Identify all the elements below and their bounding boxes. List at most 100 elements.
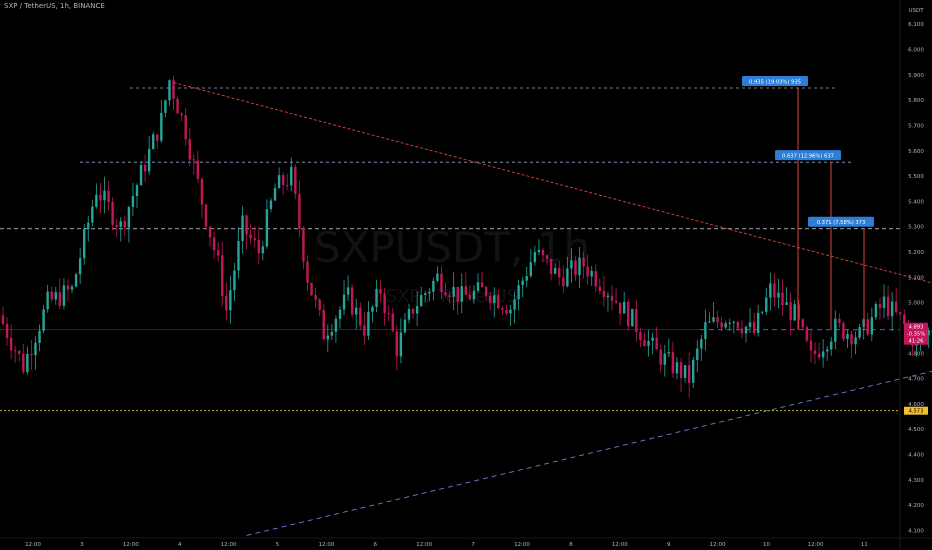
candle-body: [602, 290, 606, 298]
candle: [83, 224, 86, 265]
candle: [281, 172, 285, 195]
support-price-value: 4.573: [909, 409, 924, 415]
candle-body: [208, 226, 212, 238]
candle: [732, 320, 735, 334]
candle-body: [294, 166, 297, 194]
measure-label-box: [742, 76, 808, 87]
candle: [501, 305, 504, 315]
candle-body: [229, 290, 232, 311]
candle: [513, 291, 516, 324]
candle: [298, 180, 301, 238]
candle: [769, 272, 772, 311]
candle-body: [854, 337, 857, 345]
last-price-tag[interactable]: 4.893-0.35%41:26: [904, 322, 928, 345]
candle: [716, 310, 719, 329]
candle-body: [748, 322, 752, 327]
candle-body: [407, 308, 411, 320]
candle-body: [83, 228, 86, 259]
candle: [342, 280, 346, 316]
candle: [773, 273, 776, 307]
measure-tool[interactable]: 0.371 (7.58%) 373: [808, 216, 874, 330]
candle: [196, 150, 200, 183]
candle: [890, 292, 894, 331]
candle: [618, 302, 622, 325]
candle-body: [269, 200, 273, 210]
candle: [350, 284, 354, 317]
candle-body: [529, 262, 532, 277]
candle-body: [9, 337, 13, 351]
candle: [655, 326, 658, 350]
candle-body: [306, 261, 309, 284]
candle: [785, 287, 788, 306]
candle-body: [805, 327, 809, 341]
candle: [115, 218, 118, 238]
candle-body: [870, 317, 874, 335]
candle: [566, 256, 569, 288]
watermark-ticker: SXPUSDT, 1h: [314, 223, 590, 272]
candle-body: [842, 323, 845, 340]
price-tick-label: 4.500: [908, 427, 924, 433]
time-tick-label: 12:00: [514, 542, 530, 548]
candle-body: [70, 286, 74, 290]
candle-body: [371, 307, 374, 312]
candle-body: [570, 260, 573, 269]
candle: [403, 312, 407, 334]
candle: [854, 331, 857, 355]
candle-body: [773, 283, 776, 298]
candle: [160, 100, 163, 143]
candle: [777, 278, 780, 309]
chart-header-symbol: SXP / TetherUS, 1h, BINANCE: [4, 2, 105, 10]
candle: [139, 160, 143, 186]
candle: [188, 127, 191, 167]
candle: [46, 284, 49, 313]
time-tick-label: 6: [374, 542, 378, 548]
candle-body: [26, 353, 29, 372]
candle: [123, 215, 126, 237]
time-tick-label: 12:00: [612, 542, 628, 548]
candle: [537, 239, 541, 256]
time-tick-label: 4: [178, 542, 182, 548]
candle-body: [809, 340, 813, 351]
candle: [761, 310, 764, 315]
candle: [631, 308, 634, 327]
candle: [1, 306, 5, 326]
ascending-trendline[interactable]: [246, 338, 932, 536]
candle: [553, 263, 557, 275]
candle: [635, 300, 638, 342]
candle-body: [322, 309, 325, 340]
candle-body: [13, 350, 17, 352]
candle-body: [728, 322, 731, 324]
candle-body: [160, 112, 163, 141]
candle-body: [545, 255, 549, 259]
candle: [517, 279, 520, 311]
measure-tool[interactable]: 0.637 (12.96%) 637: [775, 150, 841, 330]
candle: [22, 343, 25, 375]
candle-body: [866, 319, 869, 335]
candle-body: [756, 312, 760, 333]
candle: [679, 357, 683, 392]
candle-body: [452, 286, 455, 297]
price-tick-label: 5.800: [908, 98, 924, 104]
candle: [273, 183, 277, 201]
support-price-tag[interactable]: 4.573: [904, 406, 928, 415]
candle-body: [610, 295, 614, 301]
time-tick-label: 5: [276, 542, 280, 548]
last-price-change: -0.35%: [907, 332, 925, 338]
candle-body: [346, 287, 350, 295]
candle-body: [614, 300, 618, 303]
candle: [91, 200, 94, 227]
measure-tool[interactable]: 0.935 (19.03%) 935: [742, 76, 808, 330]
candle-body: [525, 276, 528, 281]
candle: [95, 183, 98, 209]
candle: [830, 336, 833, 356]
candle-body: [574, 260, 577, 276]
candle-body: [801, 319, 805, 328]
candle-body: [683, 365, 687, 378]
price-tick-label: 6.000: [908, 48, 924, 54]
candle: [821, 339, 825, 368]
candle-body: [42, 309, 45, 331]
candle: [306, 255, 309, 291]
candle: [212, 231, 216, 259]
descending-trendline[interactable]: [173, 82, 932, 315]
